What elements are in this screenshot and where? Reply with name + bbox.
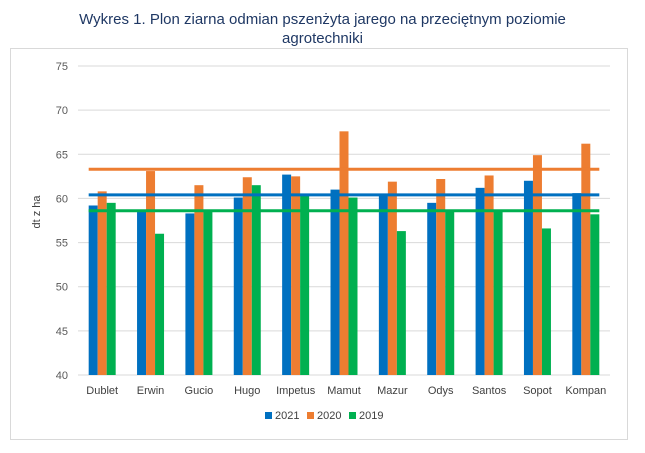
bar-kompan-2021 — [572, 193, 582, 375]
y-tick-label: 65 — [56, 149, 68, 161]
x-axis-categories: Dublet Erwin Gucio Hugo Impetus Mamut Mazur Ody… — [86, 385, 606, 397]
bar-impetus-2020 — [291, 176, 301, 375]
bar-sopot-2020 — [532, 155, 542, 375]
mean-lines — [88, 167, 600, 213]
x-category-label: Gucio — [185, 385, 214, 397]
bar-impetus-2019 — [300, 194, 310, 375]
bar-gucio-2021 — [185, 213, 195, 375]
chart-title-line-1: Wykres 1. Plon ziarna odmian pszenżyta j… — [79, 11, 566, 28]
bar-mamut-2019 — [348, 197, 358, 375]
bar-hugo-2021 — [233, 197, 243, 375]
x-category-label: Kompan — [565, 385, 606, 397]
legend-swatch-2021 — [265, 412, 272, 419]
bar-mamut-2021 — [330, 189, 340, 375]
x-category-label: Odys — [428, 385, 454, 397]
bar-hugo-2019 — [251, 185, 261, 375]
legend-label-2021: 2021 — [275, 410, 299, 422]
x-category-label: Hugo — [234, 385, 260, 397]
bar-erwin-2021 — [137, 210, 147, 375]
chart-frame — [10, 48, 628, 440]
bar-mazur-2020 — [387, 181, 397, 375]
y-axis-label: dt z ha — [31, 195, 43, 229]
bar-santos-2021 — [475, 187, 485, 375]
y-tick-label: 50 — [56, 282, 68, 294]
y-tick-label: 60 — [56, 193, 68, 205]
legend-label-2019: 2019 — [359, 410, 383, 422]
bar-hugo-2020 — [242, 177, 252, 375]
bar-sopot-2019 — [541, 228, 551, 375]
bar-sopot-2021 — [523, 180, 533, 375]
legend-label-2020: 2020 — [317, 410, 341, 422]
x-category-label: Impetus — [276, 385, 316, 397]
bars — [88, 131, 600, 375]
chart-title-line-2: agrotechniki — [282, 30, 363, 47]
x-category-label: Sopot — [523, 385, 552, 397]
bar-dublet-2019 — [106, 202, 116, 375]
bar-gucio-2020 — [194, 185, 204, 375]
bar-erwin-2019 — [155, 233, 165, 375]
bar-mazur-2019 — [396, 231, 406, 375]
x-category-label: Dublet — [86, 385, 118, 397]
bar-odys-2019 — [445, 210, 455, 375]
y-tick-label: 55 — [56, 238, 68, 250]
bar-mazur-2021 — [378, 195, 388, 375]
x-category-label: Mazur — [377, 385, 408, 397]
bar-santos-2020 — [484, 175, 494, 375]
bar-gucio-2019 — [203, 210, 213, 375]
bar-odys-2020 — [436, 179, 446, 375]
bar-kompan-2020 — [581, 143, 591, 375]
x-category-label: Santos — [472, 385, 507, 397]
legend-swatch-2020 — [307, 412, 314, 419]
y-tick-label: 75 — [56, 61, 68, 73]
bar-santos-2019 — [493, 209, 503, 375]
bar-erwin-2020 — [146, 171, 156, 375]
bar-dublet-2021 — [88, 205, 98, 375]
legend-swatch-2019 — [349, 412, 356, 419]
y-tick-label: 70 — [56, 105, 68, 117]
y-axis-ticks: 40 45 50 55 60 65 70 75 — [56, 61, 68, 382]
bar-impetus-2021 — [282, 174, 292, 375]
bar-mamut-2020 — [339, 131, 349, 375]
x-category-label: Mamut — [327, 385, 361, 397]
y-tick-label: 40 — [56, 370, 68, 382]
bar-odys-2021 — [427, 202, 437, 375]
bar-dublet-2020 — [97, 191, 107, 375]
legend: 2021 2020 2019 — [265, 410, 383, 422]
bar-kompan-2019 — [590, 214, 600, 375]
y-tick-label: 45 — [56, 326, 68, 338]
x-category-label: Erwin — [137, 385, 165, 397]
chart-title: Wykres 1. Plon ziarna odmian pszenżyta j… — [0, 10, 645, 48]
